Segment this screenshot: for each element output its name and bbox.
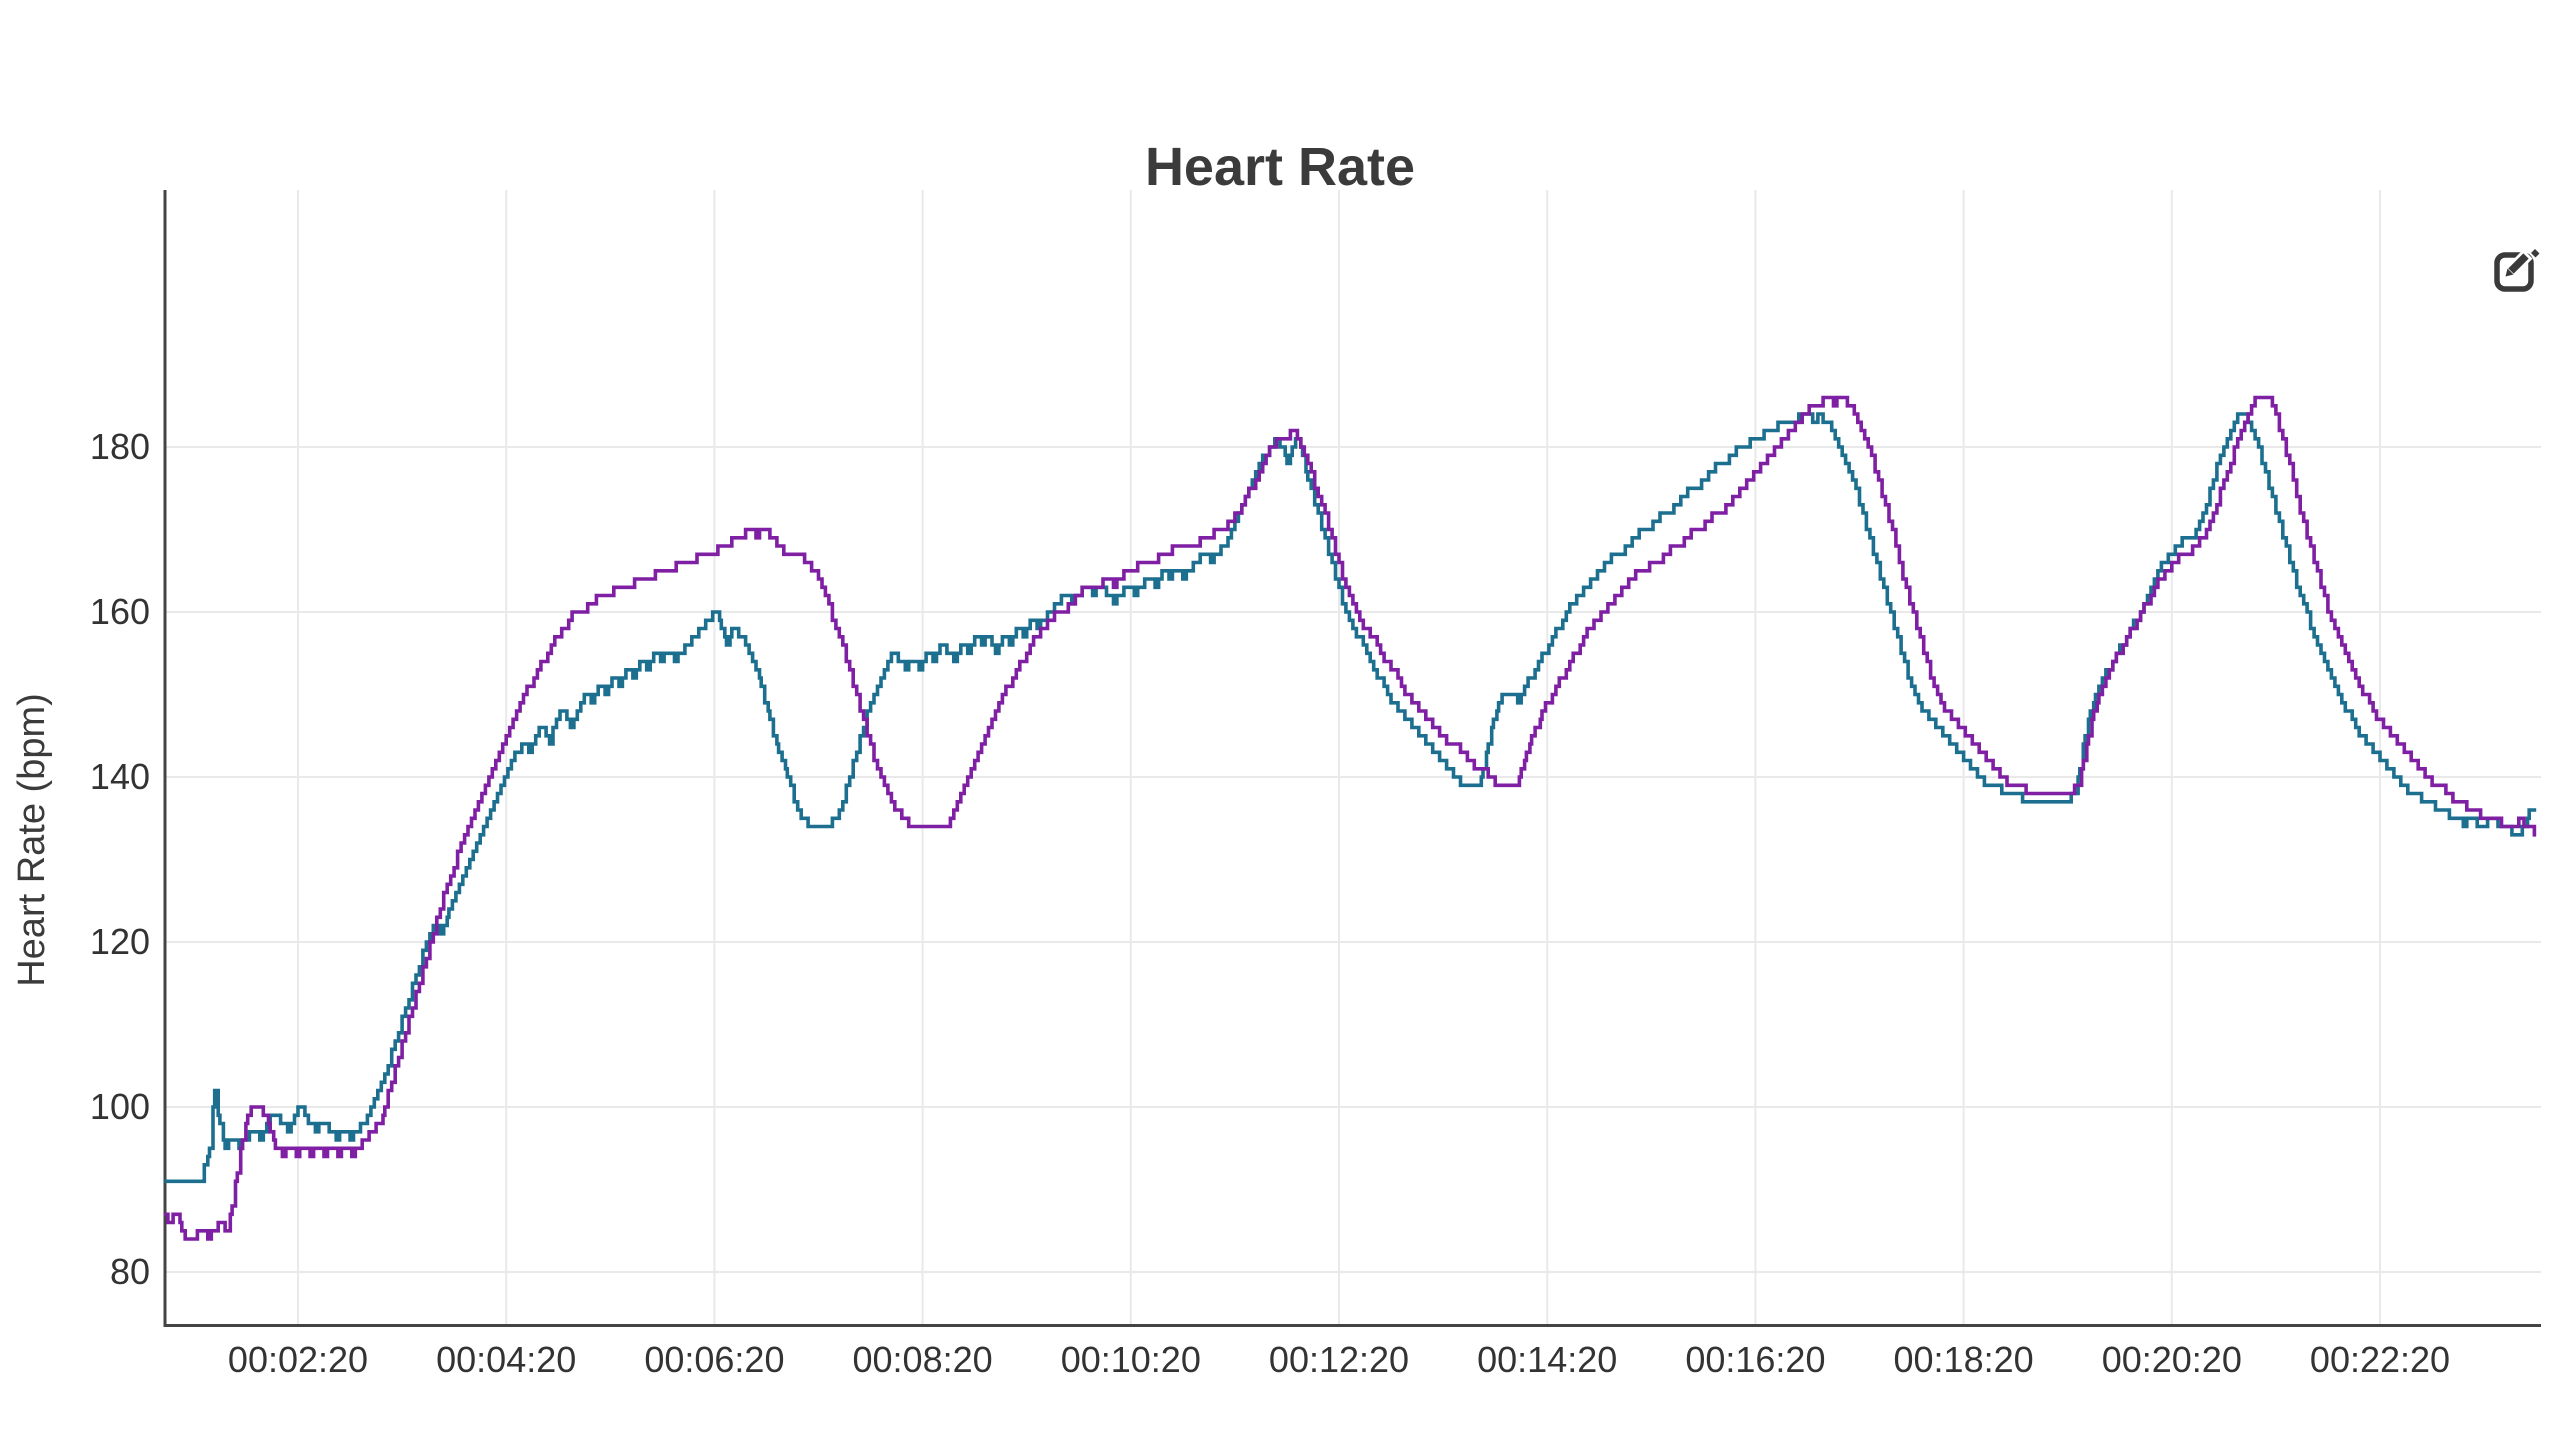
y-tick-label: 180 [90,426,150,467]
x-tick-label: 00:06:20 [644,1339,784,1380]
series-lines [164,395,2537,1241]
series-hr-teal-line [164,412,2537,1184]
x-tick-label: 00:18:20 [1894,1339,2034,1380]
x-tick-label: 00:22:20 [2310,1339,2450,1380]
chart-title: Heart Rate [1145,137,1415,197]
series-hr-purple-line [164,395,2537,1241]
y-tick-label: 160 [90,591,150,632]
axes [163,190,2541,1327]
y-tick-label: 80 [110,1251,150,1292]
gridlines [165,190,2541,1325]
y-tick-label: 140 [90,756,150,797]
tick-labels: 00:02:20 00:04:20 00:06:20 00:08:20 00:10:20… [90,426,2450,1380]
x-tick-label: 00:16:20 [1685,1339,1825,1380]
x-tick-label: 00:10:20 [1061,1339,1201,1380]
x-tick-label: 00:08:20 [853,1339,993,1380]
x-tick-label: 00:02:20 [228,1339,368,1380]
y-axis-title: Heart Rate (bpm) [11,693,53,987]
y-tick-label: 100 [90,1086,150,1127]
edit-chart-icon[interactable] [2494,249,2540,292]
y-tick-label: 120 [90,921,150,962]
x-tick-label: 00:14:20 [1477,1339,1617,1380]
x-tick-label: 00:12:20 [1269,1339,1409,1380]
x-tick-label: 00:20:20 [2102,1339,2242,1380]
x-tick-label: 00:04:20 [436,1339,576,1380]
